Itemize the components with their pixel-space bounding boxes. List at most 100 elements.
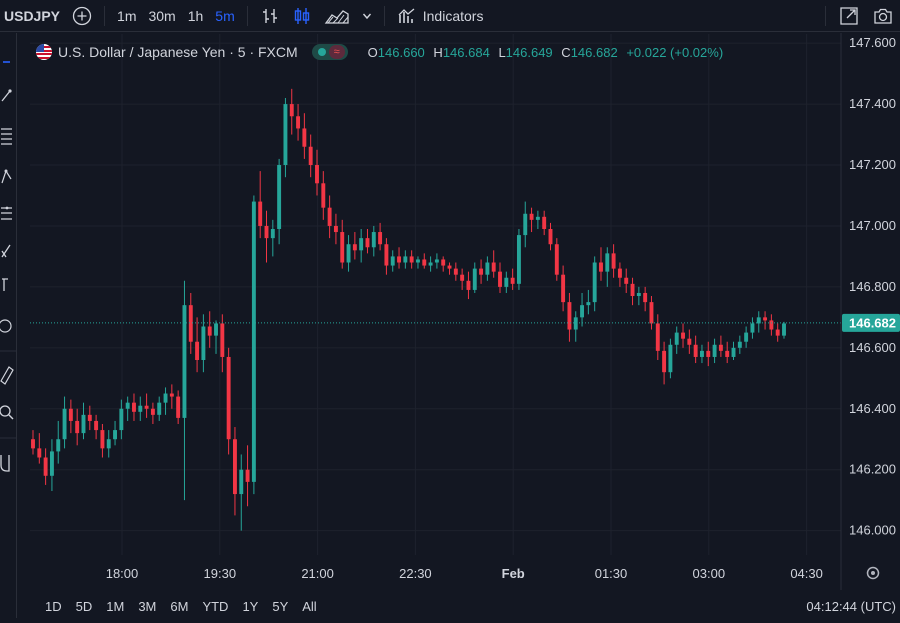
candle-body (226, 356, 231, 440)
timeframe-5m-button[interactable]: 5m (215, 7, 235, 24)
prediction-icon[interactable] (1, 206, 12, 220)
indicators-button[interactable]: Indicators (391, 0, 490, 32)
candle (775, 323, 780, 342)
emoji-icon[interactable] (0, 319, 12, 333)
candle-body (390, 256, 395, 266)
change-value: +0.022 (+0.02%) (626, 44, 724, 60)
compare-add-button[interactable] (66, 0, 98, 32)
candle-body (636, 292, 641, 297)
bar-chart-type-button[interactable] (254, 0, 286, 32)
candle-body (567, 302, 572, 330)
price-axis[interactable]: 146.000 146.200 146.400 146.600 146.800 147.0… (849, 35, 896, 537)
time-tick-label: Feb (502, 566, 525, 581)
candle (308, 134, 313, 178)
axis-settings-button[interactable] (866, 566, 880, 580)
candle-body (706, 350, 711, 357)
candle (700, 344, 704, 364)
candle (119, 399, 124, 440)
candle-body (542, 216, 547, 229)
candle-body (315, 165, 319, 184)
candle-body (529, 213, 534, 220)
candle (485, 256, 490, 281)
bars-icon (262, 8, 277, 23)
symbol-search-button[interactable]: USDJPY (4, 7, 61, 24)
range-6m-button[interactable]: 6M (170, 598, 189, 614)
candle-body (43, 457, 48, 476)
candle (712, 338, 717, 364)
candle-body (643, 292, 648, 303)
pattern-icon[interactable] (1, 169, 12, 184)
screenshot-button[interactable] (866, 0, 900, 32)
range-ytd-button[interactable]: YTD (202, 598, 229, 614)
magnet-icon[interactable] (0, 455, 10, 472)
price-tick-label: 147.000 (849, 218, 896, 233)
candle (371, 225, 376, 257)
candle (409, 250, 414, 269)
price-tick-label: 147.400 (849, 96, 896, 111)
ruler-icon[interactable] (0, 366, 14, 385)
chart-grid (30, 34, 841, 555)
range-1d-button[interactable]: 1D (45, 598, 62, 614)
candles-chart-type-button[interactable] (286, 0, 318, 32)
chart-type-dropdown[interactable] (356, 0, 378, 32)
candle-body (94, 420, 99, 431)
candle (125, 396, 130, 421)
candle-body (49, 451, 54, 476)
time-axis[interactable]: 18:00 19:30 21:00 22:30 Feb 01:30 03:00 04:30 (106, 566, 823, 581)
candle (232, 427, 237, 516)
us-flag-icon (36, 44, 52, 60)
text-icon[interactable] (2, 278, 8, 291)
utc-clock[interactable]: 04:12:44 (UTC) (806, 598, 896, 614)
range-5y-button[interactable]: 5Y (272, 598, 289, 614)
candle-body (87, 414, 92, 421)
area-chart-type-button[interactable] (318, 0, 356, 32)
market-status-badge[interactable]: ≈ (311, 44, 348, 60)
candle-body (81, 414, 86, 434)
candle-body (119, 408, 124, 431)
timeframe-30m-button[interactable]: 30m (148, 7, 176, 24)
candle (706, 341, 711, 367)
candle (434, 253, 439, 269)
candle (472, 262, 477, 293)
candle (763, 311, 768, 330)
trend-line-icon[interactable] (1, 89, 12, 102)
zoom-icon[interactable] (0, 405, 14, 420)
candle (296, 104, 301, 141)
candle-body (700, 350, 704, 357)
candle (333, 213, 338, 245)
range-1m-button[interactable]: 1M (106, 598, 125, 614)
candle-body (308, 146, 313, 166)
candle-body (447, 265, 452, 269)
range-5d-button[interactable]: 5D (75, 598, 93, 614)
brush-icon[interactable] (1, 244, 11, 258)
candle (144, 393, 149, 418)
fullscreen-button[interactable] (832, 0, 866, 32)
timeframe-1m-button[interactable]: 1m (117, 7, 137, 24)
candle-body (296, 116, 301, 129)
time-tick-label: 04:30 (790, 566, 823, 581)
candle (636, 286, 641, 306)
candle-body (756, 317, 761, 324)
candle-body (460, 274, 465, 281)
candle (447, 262, 452, 275)
candle (100, 423, 105, 458)
gear-icon (866, 566, 880, 580)
candle-body (605, 253, 610, 272)
range-1y-button[interactable]: 1Y (242, 598, 259, 614)
timeframe-1h-button[interactable]: 1h (187, 7, 204, 24)
candle-body (258, 201, 263, 226)
candle (113, 420, 117, 446)
time-tick-label: 01:30 (595, 566, 628, 581)
candle (725, 341, 730, 364)
candle-body (359, 238, 364, 251)
candle (94, 414, 99, 440)
fib-retracement-icon[interactable] (1, 128, 12, 145)
candle (302, 113, 307, 159)
candle-body (56, 439, 61, 452)
candle-body (397, 256, 401, 263)
range-all-button[interactable]: All (302, 598, 317, 614)
drawing-tools-sidebar (0, 33, 17, 618)
candle-body (62, 408, 67, 440)
range-3m-button[interactable]: 3M (138, 598, 157, 614)
